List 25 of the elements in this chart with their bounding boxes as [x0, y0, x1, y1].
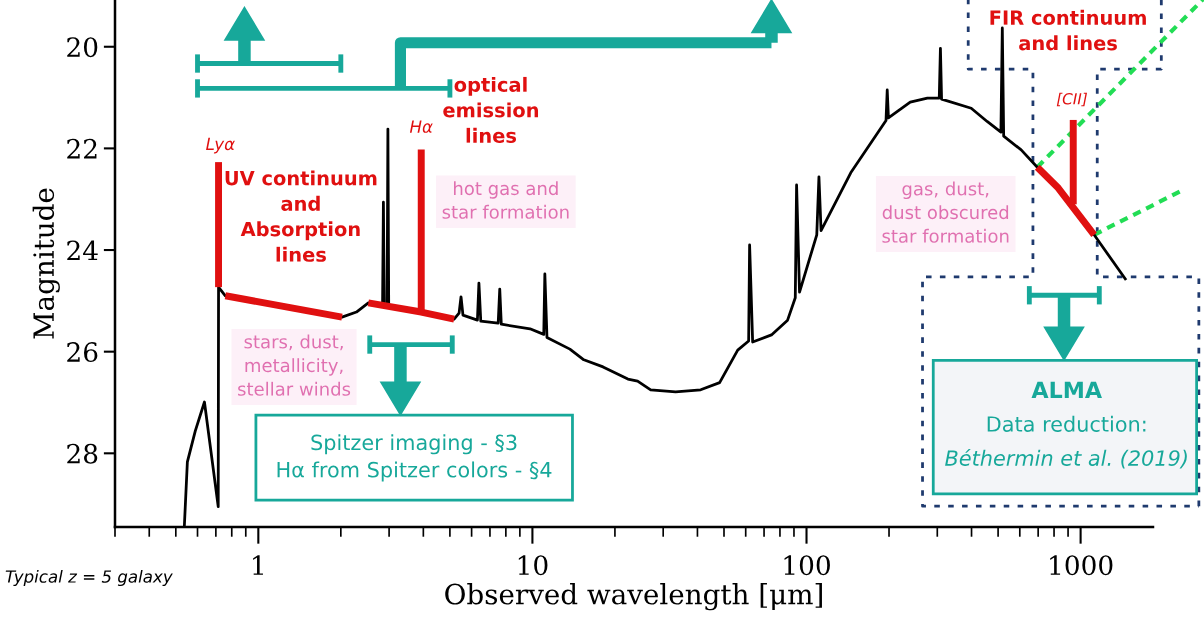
y-tick-label: 22 — [67, 138, 97, 159]
annotation: ALMA — [1031, 381, 1102, 398]
y-tick-label: 24 — [67, 240, 98, 261]
annotation: hot gas and star formation — [442, 181, 569, 219]
y-tick-label: 20 — [67, 37, 98, 58]
x-axis-title: Observed wavelength [μm] — [445, 583, 822, 611]
text: Typical z = 5 galaxy — [5, 569, 173, 587]
annotation: UV continuum and Absorption lines — [225, 170, 377, 262]
y-tick-label: 26 — [67, 342, 98, 363]
y-axis-title: Magnitude — [32, 188, 60, 339]
annotation: FIR continuum and lines — [990, 9, 1146, 51]
x-tick-label: 10 — [518, 555, 548, 576]
annotation: Data reduction: — [987, 415, 1146, 432]
annotation: gas, dust, dust obscured star formation — [882, 181, 1009, 243]
annotation: stars, dust, metallicity, stellar winds — [238, 334, 351, 396]
annotation: Spitzer imaging - §3 Hα from Spitzer colors - §4 — [277, 434, 552, 482]
annotation: Béthermin et al. (2019) — [945, 449, 1187, 469]
x-tick-label: 1000 — [1050, 555, 1113, 576]
x-tick-label: 100 — [784, 555, 830, 576]
x-tick-label: 1 — [253, 555, 263, 575]
y-tick-label: 28 — [67, 443, 98, 464]
annotation: optical emission lines — [443, 76, 539, 143]
annotation: [CII] — [1056, 92, 1088, 107]
annotation: Hα — [409, 120, 433, 133]
annotation: Lyα — [206, 137, 235, 154]
